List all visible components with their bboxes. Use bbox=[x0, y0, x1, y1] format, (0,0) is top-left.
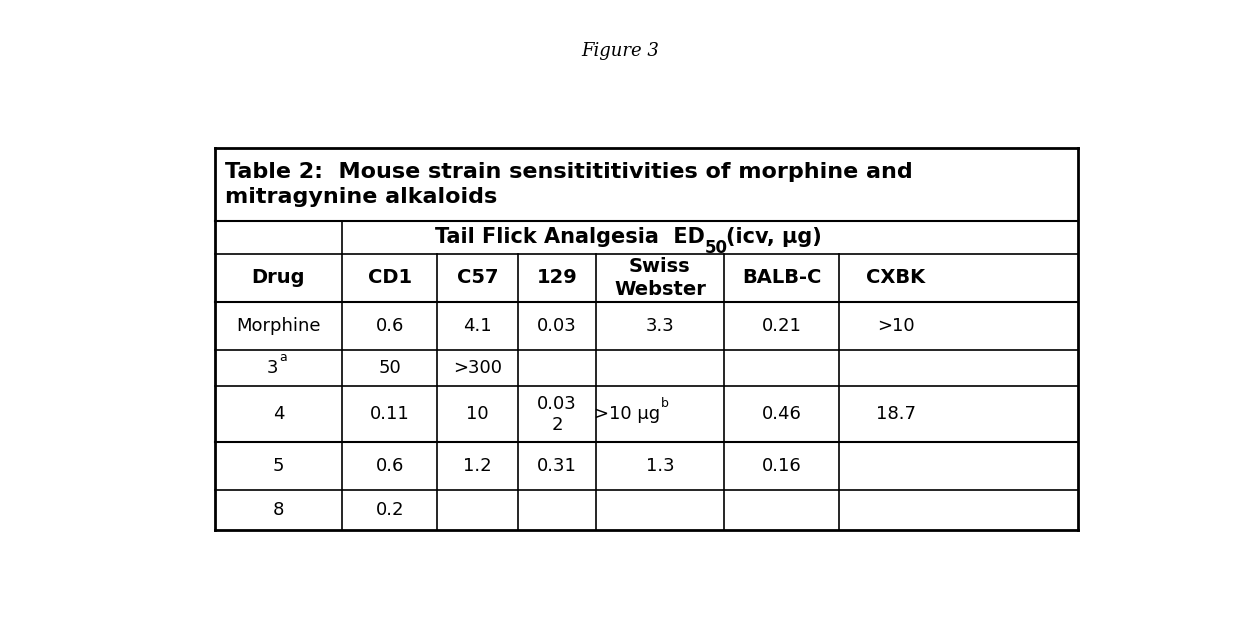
Text: 10: 10 bbox=[466, 405, 489, 423]
Text: 8: 8 bbox=[273, 501, 284, 519]
Text: 129: 129 bbox=[537, 269, 578, 287]
Text: Figure 3: Figure 3 bbox=[582, 42, 658, 60]
Text: CD1: CD1 bbox=[368, 269, 412, 287]
Text: BALB-C: BALB-C bbox=[742, 269, 821, 287]
Text: 4: 4 bbox=[273, 405, 284, 423]
Text: 0.21: 0.21 bbox=[761, 317, 801, 335]
Text: CXBK: CXBK bbox=[867, 269, 925, 287]
Text: 0.31: 0.31 bbox=[537, 457, 577, 475]
Text: 0.03
2: 0.03 2 bbox=[537, 395, 577, 434]
Text: 3: 3 bbox=[267, 360, 279, 378]
Text: Tail Flick Analgesia  ED: Tail Flick Analgesia ED bbox=[435, 227, 706, 247]
Text: Morphine: Morphine bbox=[236, 317, 321, 335]
Text: 50: 50 bbox=[378, 360, 402, 378]
Text: Drug: Drug bbox=[252, 269, 305, 287]
Text: 0.16: 0.16 bbox=[761, 457, 801, 475]
Text: 3.3: 3.3 bbox=[646, 317, 675, 335]
Text: C57: C57 bbox=[458, 269, 498, 287]
Text: (icv, μg): (icv, μg) bbox=[727, 227, 822, 247]
Text: a: a bbox=[279, 351, 288, 364]
Text: 0.46: 0.46 bbox=[761, 405, 801, 423]
Text: 1.3: 1.3 bbox=[646, 457, 675, 475]
Text: 0.11: 0.11 bbox=[370, 405, 409, 423]
Text: 0.6: 0.6 bbox=[376, 457, 404, 475]
Text: 0.6: 0.6 bbox=[376, 317, 404, 335]
Text: 50: 50 bbox=[706, 239, 728, 257]
Text: Table 2:  Mouse strain sensitititivities of morphine and
mitragynine alkaloids: Table 2: Mouse strain sensitititivities … bbox=[224, 162, 913, 207]
Text: >10 μg: >10 μg bbox=[594, 405, 660, 423]
Text: Swiss
Webster: Swiss Webster bbox=[614, 257, 706, 299]
Text: >10: >10 bbox=[877, 317, 915, 335]
Text: 0.2: 0.2 bbox=[376, 501, 404, 519]
Text: 1.2: 1.2 bbox=[464, 457, 492, 475]
Text: b: b bbox=[661, 397, 668, 410]
Text: 0.03: 0.03 bbox=[537, 317, 577, 335]
Text: 18.7: 18.7 bbox=[875, 405, 916, 423]
Text: >300: >300 bbox=[454, 360, 502, 378]
Text: 5: 5 bbox=[273, 457, 284, 475]
Text: 4.1: 4.1 bbox=[464, 317, 492, 335]
